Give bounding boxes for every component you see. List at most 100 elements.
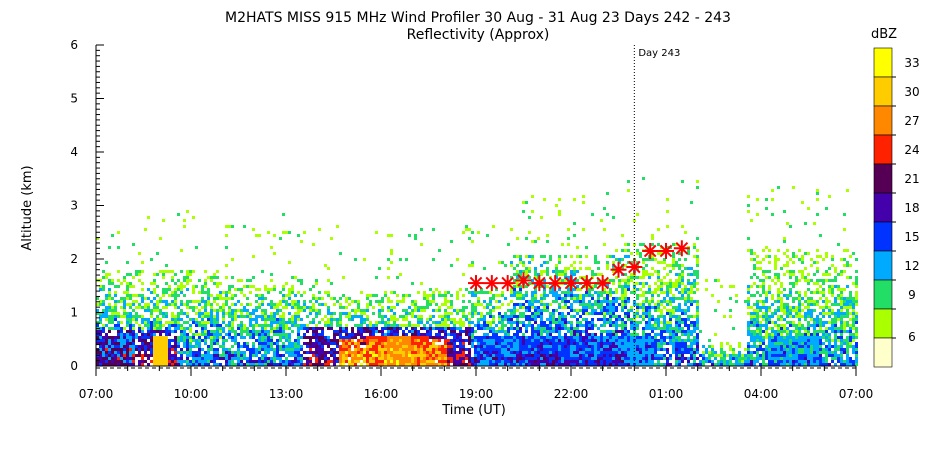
heatmap-cell xyxy=(696,276,699,279)
heatmap-cell xyxy=(189,300,192,303)
heatmap-cell xyxy=(279,318,282,321)
heatmap-cell xyxy=(354,345,357,348)
heatmap-cell xyxy=(669,357,672,360)
heatmap-cell xyxy=(177,336,180,339)
heatmap-cell xyxy=(249,336,252,339)
heatmap-cell xyxy=(759,309,762,312)
heatmap-cell xyxy=(627,360,630,363)
heatmap-cell xyxy=(753,315,756,318)
heatmap-cell xyxy=(369,300,372,303)
heatmap-cell xyxy=(375,345,378,348)
heatmap-cell xyxy=(657,324,660,327)
heatmap-cell xyxy=(297,336,300,339)
heatmap-cell xyxy=(318,303,321,306)
heatmap-cell xyxy=(444,324,447,327)
heatmap-cell xyxy=(666,285,669,288)
heatmap-cell xyxy=(300,360,303,363)
heatmap-cell xyxy=(573,261,576,264)
heatmap-cell xyxy=(609,318,612,321)
heatmap-cell xyxy=(690,351,693,354)
heatmap-cell xyxy=(171,321,174,324)
heatmap-cell xyxy=(273,252,276,255)
heatmap-cell xyxy=(675,324,678,327)
heatmap-cell xyxy=(774,336,777,339)
heatmap-cell xyxy=(120,300,123,303)
heatmap-cell xyxy=(801,255,804,258)
heatmap-cell xyxy=(345,324,348,327)
heatmap-cell xyxy=(294,315,297,318)
heatmap-cell xyxy=(270,327,273,330)
heatmap-cell xyxy=(624,303,627,306)
heatmap-cell xyxy=(210,360,213,363)
heatmap-cell xyxy=(291,342,294,345)
heatmap-cell xyxy=(273,333,276,336)
heatmap-cell xyxy=(789,312,792,315)
heatmap-cell xyxy=(747,306,750,309)
heatmap-cell xyxy=(156,273,159,276)
heatmap-cell xyxy=(645,351,648,354)
heatmap-cell xyxy=(504,360,507,363)
heatmap-cell xyxy=(390,309,393,312)
heatmap-cell xyxy=(609,339,612,342)
heatmap-cell xyxy=(591,327,594,330)
heatmap-cell xyxy=(690,324,693,327)
heatmap-cell xyxy=(309,288,312,291)
heatmap-cell xyxy=(486,339,489,342)
heatmap-cell xyxy=(201,339,204,342)
heatmap-cell xyxy=(240,360,243,363)
heatmap-cell xyxy=(639,354,642,357)
heatmap-cell xyxy=(129,285,132,288)
heatmap-cell xyxy=(558,318,561,321)
heatmap-cell xyxy=(168,339,171,342)
heatmap-cell xyxy=(324,303,327,306)
heatmap-cell xyxy=(372,351,375,354)
heatmap-cell xyxy=(276,324,279,327)
heatmap-cell xyxy=(483,300,486,303)
heatmap-cell xyxy=(387,342,390,345)
heatmap-cell xyxy=(402,354,405,357)
heatmap-cell xyxy=(642,294,645,297)
heatmap-cell xyxy=(276,321,279,324)
heatmap-cell xyxy=(588,348,591,351)
heatmap-cell xyxy=(789,357,792,360)
heatmap-cell xyxy=(222,321,225,324)
heatmap-cell xyxy=(627,312,630,315)
heatmap-cell xyxy=(780,360,783,363)
heatmap-cell xyxy=(414,327,417,330)
heatmap-cell xyxy=(615,276,618,279)
heatmap-cell xyxy=(492,360,495,363)
heatmap-cell xyxy=(789,363,792,366)
heatmap-cell xyxy=(165,282,168,285)
heatmap-cell xyxy=(483,321,486,324)
heatmap-cell xyxy=(489,315,492,318)
heatmap-cell xyxy=(663,321,666,324)
heatmap-cell xyxy=(240,324,243,327)
heatmap-cell xyxy=(552,291,555,294)
heatmap-cell xyxy=(351,333,354,336)
heatmap-cell xyxy=(429,345,432,348)
heatmap-cell xyxy=(678,276,681,279)
heatmap-cell xyxy=(681,333,684,336)
heatmap-cell xyxy=(357,345,360,348)
heatmap-cell xyxy=(558,363,561,366)
heatmap-cell xyxy=(195,306,198,309)
heatmap-cell xyxy=(651,336,654,339)
heatmap-cell xyxy=(681,180,684,183)
heatmap-cell xyxy=(657,243,660,246)
heatmap-cell xyxy=(513,291,516,294)
heatmap-cell xyxy=(516,339,519,342)
heatmap-cell xyxy=(471,360,474,363)
heatmap-cell xyxy=(651,300,654,303)
heatmap-cell xyxy=(693,255,696,258)
heatmap-cell xyxy=(213,342,216,345)
heatmap-cell xyxy=(528,303,531,306)
heatmap-cell xyxy=(717,363,720,366)
heatmap-cell xyxy=(675,345,678,348)
heatmap-cell xyxy=(669,303,672,306)
heatmap-cell xyxy=(480,336,483,339)
heatmap-cell xyxy=(633,285,636,288)
heatmap-cell xyxy=(228,360,231,363)
heatmap-cell xyxy=(234,318,237,321)
heatmap-cell xyxy=(711,294,714,297)
heatmap-cell xyxy=(255,330,258,333)
